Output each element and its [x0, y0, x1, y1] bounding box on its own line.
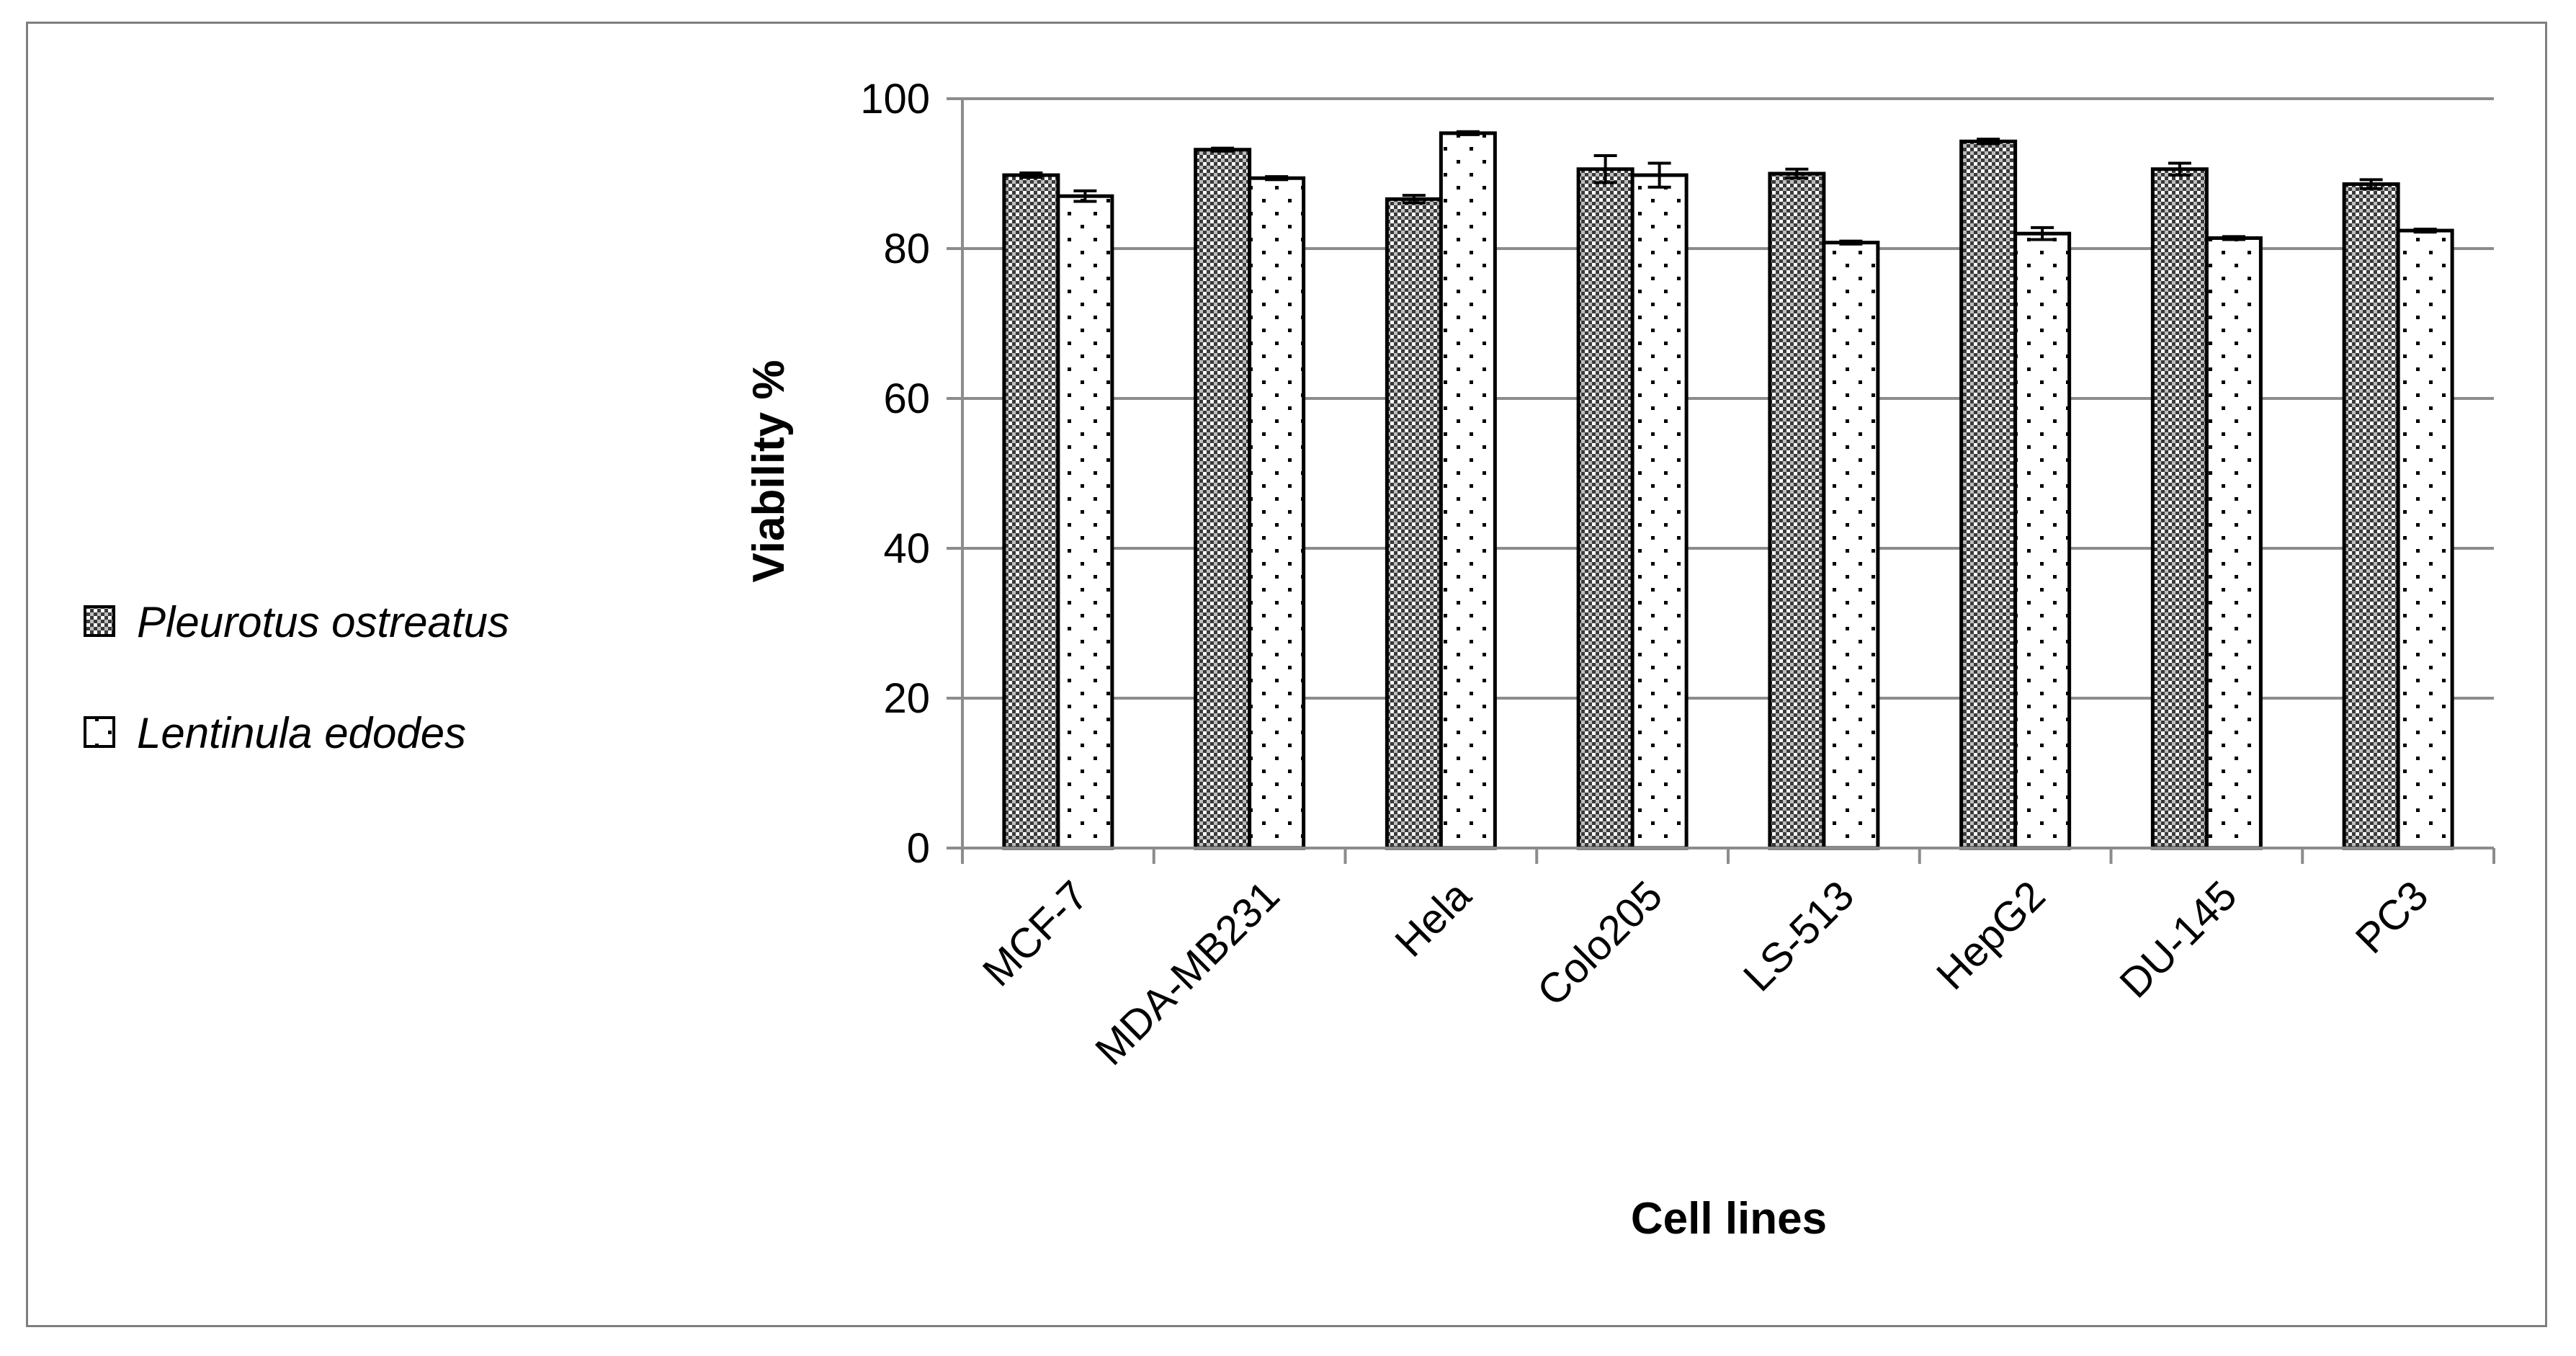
bar-lentinula [2396, 228, 2454, 850]
x-category-label: PC3 [2347, 872, 2438, 963]
x-category-label: MCF-7 [974, 872, 1097, 995]
legend-item-pleurotus: Pleurotus ostreatus [84, 598, 509, 646]
x-category-label: LS-513 [1735, 872, 1863, 1000]
error-bar [1019, 171, 1043, 179]
bar-pleurotus [1576, 167, 1634, 850]
x-category-label: Colo205 [1529, 872, 1672, 1015]
error-bar [2222, 235, 2245, 241]
bars [1002, 130, 2454, 850]
y-tick-label: 0 [907, 825, 930, 872]
legend-swatch-pleurotus [84, 605, 115, 637]
y-tick-label: 80 [883, 226, 930, 272]
legend-label-pleurotus: Pleurotus ostreatus [137, 598, 509, 646]
bar-pleurotus [1385, 197, 1443, 850]
error-bar [2168, 161, 2191, 177]
error-bar [1211, 146, 1235, 153]
error-bar [1265, 175, 1289, 182]
x-axis-title: Cell lines [1631, 1194, 1827, 1244]
error-bar [1593, 154, 1617, 184]
bar-pleurotus [1959, 139, 2018, 850]
legend-label-lentinula: Lentinula edodes [137, 709, 466, 757]
bar-pleurotus [2150, 167, 2209, 850]
error-bar [1073, 189, 1097, 203]
error-bar [2031, 226, 2054, 241]
error-bar [1977, 138, 2000, 146]
y-axis-title: Viability % [744, 360, 794, 583]
y-tick-label: 100 [860, 76, 930, 122]
error-bar [1647, 161, 1671, 189]
error-bar [1402, 194, 1426, 205]
y-tick-label: 60 [883, 375, 930, 422]
bar-pleurotus [1002, 173, 1060, 850]
y-tick-label: 40 [883, 525, 930, 572]
error-bar [2413, 227, 2437, 234]
bar-lentinula [1248, 176, 1306, 850]
bar-pleurotus [1194, 148, 1252, 850]
legend: Pleurotus ostreatus Lentinula edodes [84, 598, 509, 757]
error-bar [1785, 167, 1809, 180]
bar-pleurotus [1768, 171, 1826, 850]
bar-lentinula [1630, 173, 1689, 850]
legend-item-lentinula: Lentinula edodes [84, 709, 466, 757]
y-tick-label: 20 [883, 675, 930, 722]
gridlines [962, 97, 2494, 700]
bar-lentinula [1822, 241, 1880, 850]
x-category-label: DU-145 [2111, 872, 2245, 1007]
x-category-label: Hela [1386, 872, 1480, 966]
legend-swatch-lentinula [84, 716, 115, 748]
bar-lentinula [1439, 131, 1497, 850]
error-bar [2359, 178, 2383, 190]
axes [947, 97, 2495, 864]
bar-lentinula [2013, 231, 2072, 850]
bar-lentinula [1056, 194, 1114, 850]
error-bar [1456, 130, 1480, 136]
x-category-label: HepG2 [1928, 872, 2054, 999]
bar-pleurotus [2342, 182, 2400, 850]
error-bar [1839, 239, 1863, 246]
bar-lentinula [2204, 236, 2263, 850]
x-category-label: MDA-MB231 [1086, 872, 1289, 1074]
